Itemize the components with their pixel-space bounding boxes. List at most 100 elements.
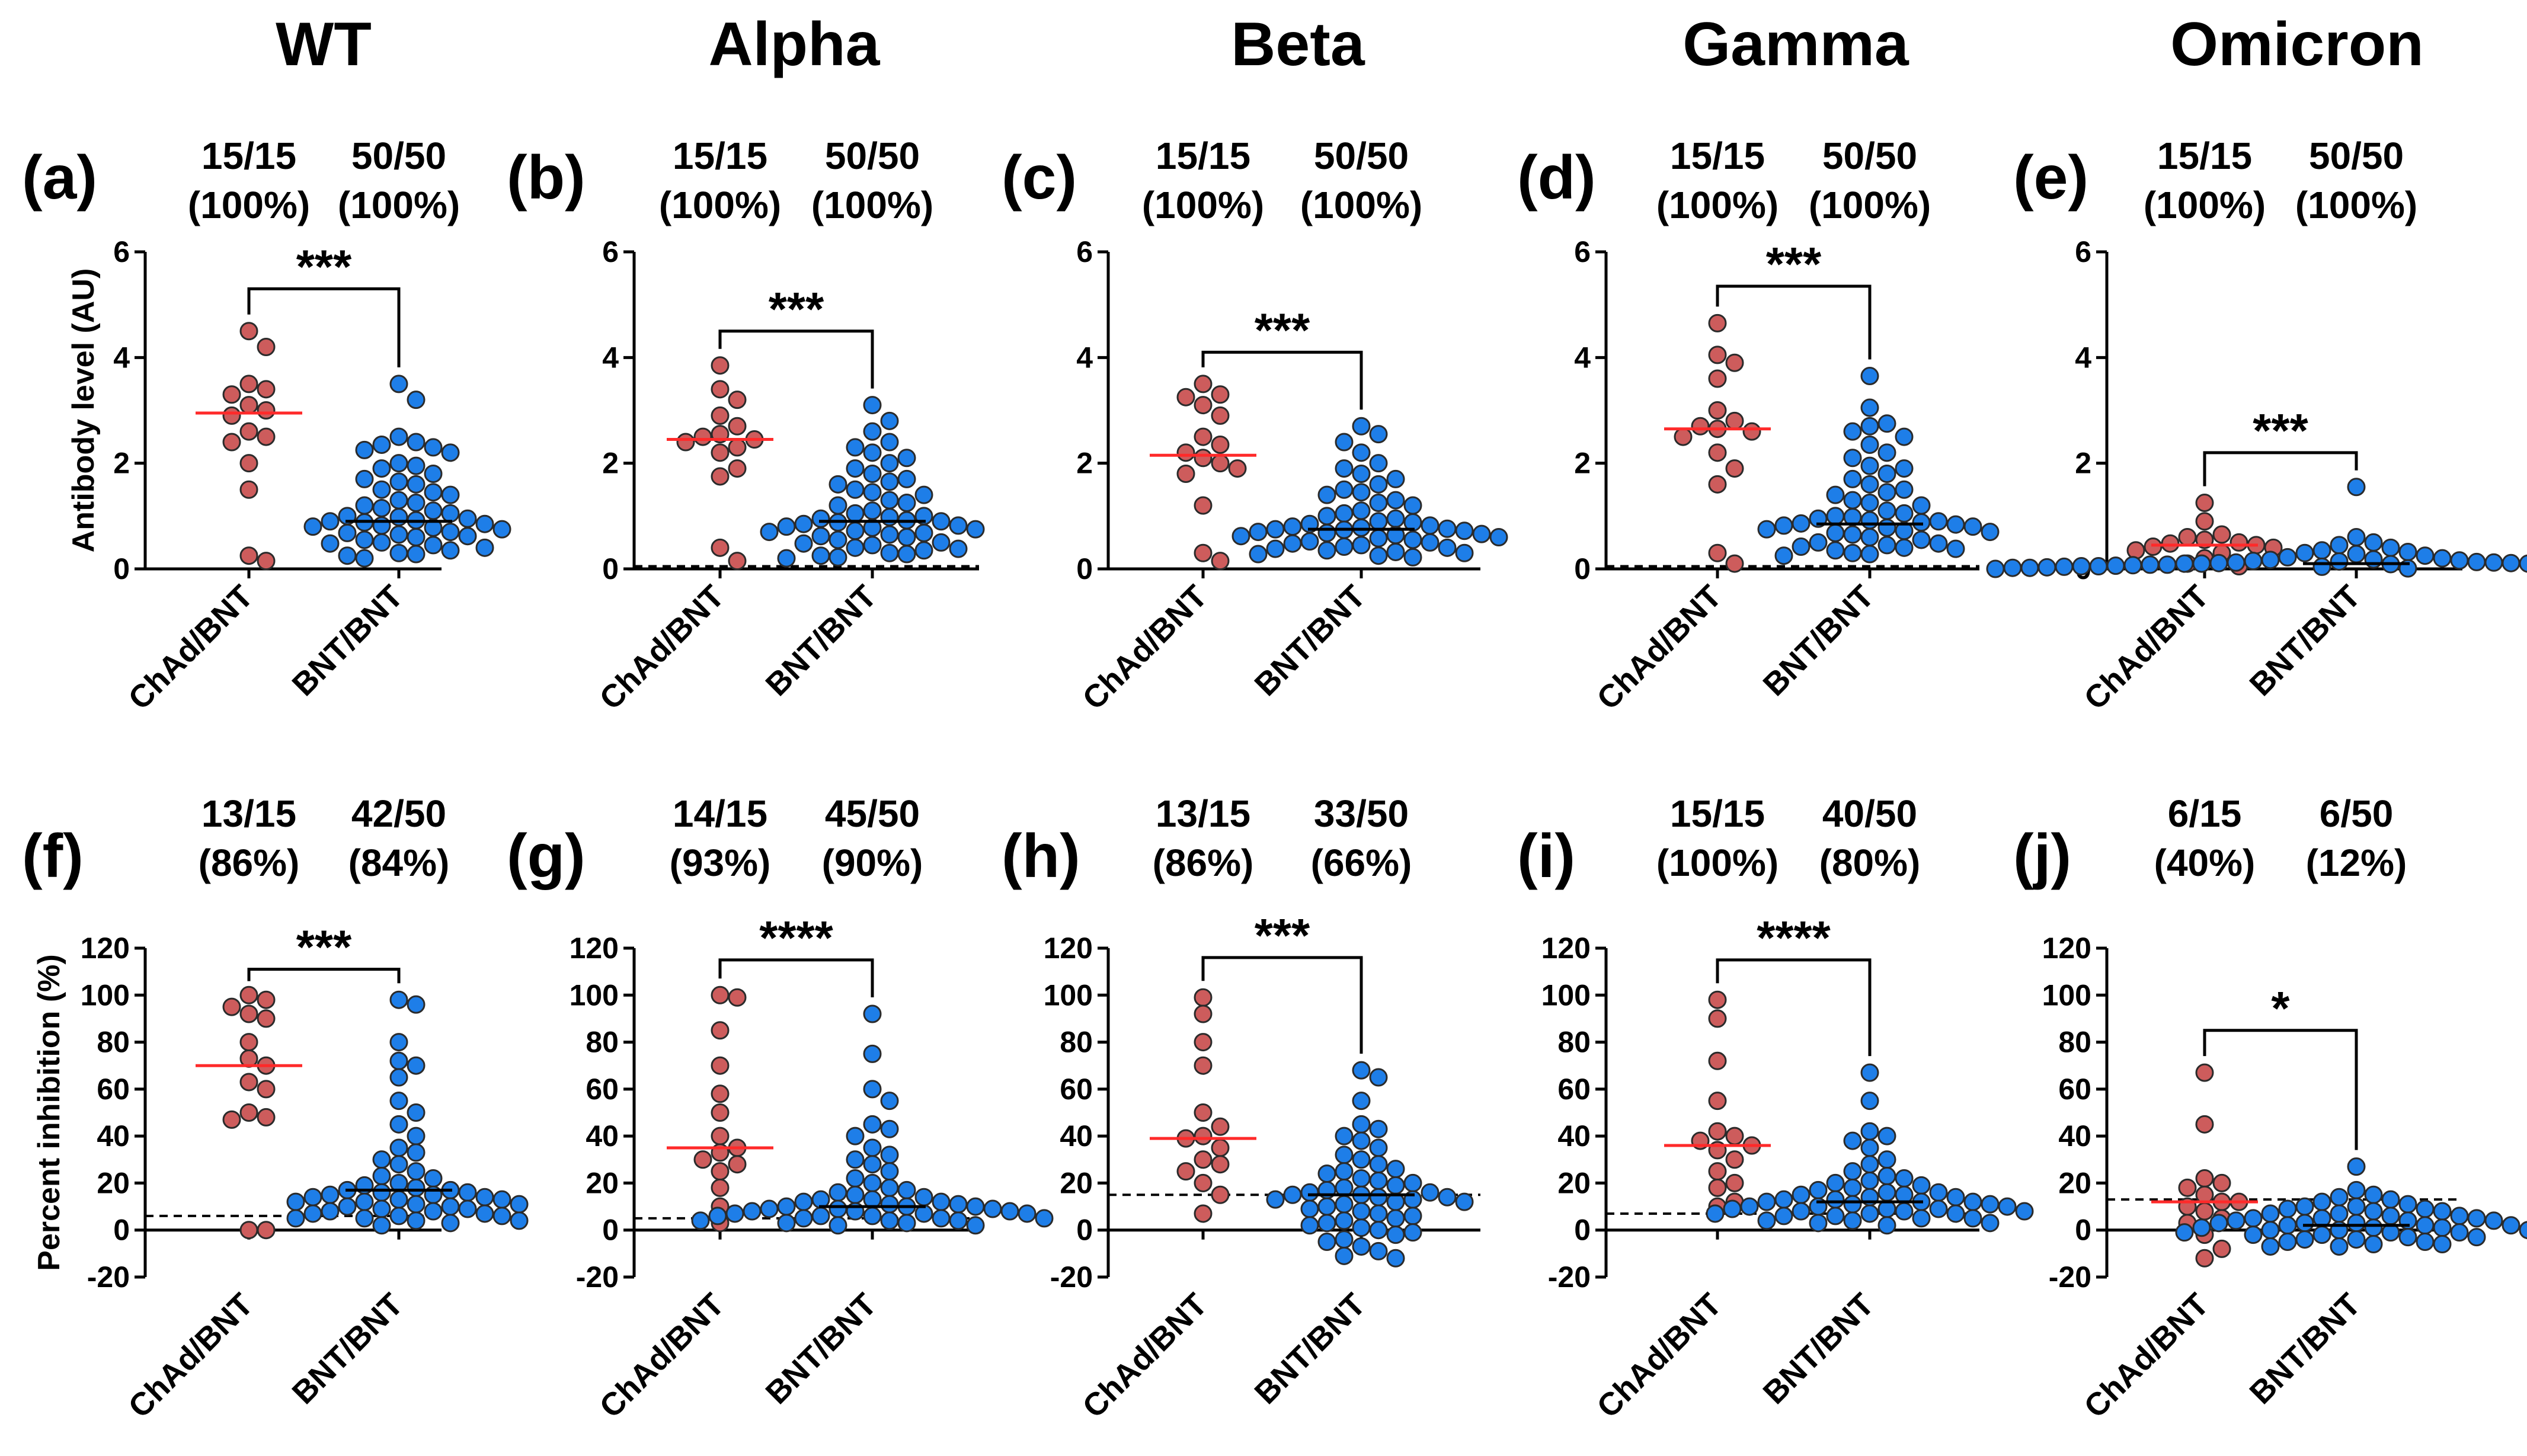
data-point <box>711 467 730 486</box>
data-point <box>2330 1237 2349 1256</box>
panel-e: (e)15/15(100%)50/50(100%)0246ChAd/BNTBNT… <box>1986 135 2527 716</box>
data-point <box>2519 1221 2527 1240</box>
panel-label: (f) <box>22 822 84 891</box>
data-point <box>1981 1195 2000 1214</box>
data-point <box>441 443 460 462</box>
data-point <box>510 1211 529 1230</box>
panel-label: (j) <box>2013 822 2071 891</box>
count-percent: (100%) <box>1656 841 1779 884</box>
data-point <box>1211 406 1230 425</box>
data-point <box>1266 1190 1285 1209</box>
panel-b: (b) 15/15 (100%) 50/50 (100%) 0 2 4 6 ChAd/BNT BNT… <box>507 135 985 716</box>
column-titles: WT Alpha Beta Gamma Omicron <box>276 10 2424 79</box>
count-percent: (100%) <box>659 184 781 226</box>
data-point <box>355 1192 374 1211</box>
data-point <box>239 375 258 393</box>
panel-a: (a) 15/15 (100%) 50/50 (100%) 0 2 4 6 Antibody le… <box>22 135 511 716</box>
data-point <box>2364 1218 2383 1237</box>
data-point <box>863 1044 882 1063</box>
data-point <box>863 396 882 415</box>
data-point <box>257 1221 276 1240</box>
data-point <box>829 1183 847 1202</box>
data-point <box>1352 1237 1371 1256</box>
data-point <box>966 1216 985 1235</box>
data-point <box>1018 1204 1037 1223</box>
y-tick-label: 120 <box>570 932 619 965</box>
y-tick-label: 6 <box>1076 235 1093 268</box>
data-point <box>794 514 813 533</box>
y-tick-label: 100 <box>81 978 130 1012</box>
y-tick-label: -20 <box>576 1260 619 1294</box>
column-title-alpha: Alpha <box>709 10 881 79</box>
data-point <box>2212 525 2231 544</box>
data-point <box>2347 1214 2366 1233</box>
panel-f: (f) 13/15 (86%) 42/50 (84%) -20 0 20 40 60 80 100 12… <box>22 792 529 1425</box>
data-point <box>1877 518 1896 537</box>
data-point <box>1211 1185 1230 1204</box>
significance-stars: **** <box>759 911 833 964</box>
count-percent: (100%) <box>188 184 310 226</box>
data-point <box>441 541 460 560</box>
significance-stars: * <box>2271 982 2290 1035</box>
data-point <box>1912 513 1931 532</box>
data-point <box>1843 491 1862 510</box>
data-point <box>1877 1216 1896 1235</box>
data-point <box>1877 536 1896 555</box>
count-percent: (66%) <box>1311 841 1412 884</box>
y-tick-label: 80 <box>97 1026 130 1059</box>
data-point <box>1708 1122 1727 1141</box>
series-bnt-bnt <box>1757 367 2000 565</box>
category-label: ChAd/BNT <box>1590 1287 1728 1425</box>
data-point <box>2398 1195 2417 1214</box>
data-point <box>303 1204 322 1223</box>
y-tick-label: 20 <box>1060 1166 1093 1199</box>
count-percent: (90%) <box>822 841 923 884</box>
data-point <box>355 496 374 515</box>
data-point <box>1335 459 1354 478</box>
data-point <box>1369 546 1388 565</box>
data-point <box>1843 1195 1862 1214</box>
series-chad-bnt <box>222 322 276 571</box>
data-point <box>693 1150 712 1169</box>
y-tick-label: 80 <box>1557 1026 1591 1059</box>
data-point <box>355 530 374 549</box>
count-fraction: 50/50 <box>351 135 446 177</box>
data-point <box>1489 528 1508 546</box>
category-label: ChAd/BNT <box>2077 1287 2215 1425</box>
data-point <box>475 1204 494 1223</box>
data-point <box>760 1199 779 1218</box>
data-point <box>2484 1211 2503 1230</box>
data-point <box>728 1155 747 1174</box>
data-point <box>863 1138 882 1157</box>
data-point <box>846 521 865 540</box>
y-tick-label: 6 <box>602 235 619 268</box>
data-point <box>1708 1092 1727 1111</box>
category-label: ChAd/BNT <box>1076 1287 1214 1425</box>
data-point <box>2178 1178 2197 1197</box>
panels: (a) 15/15 (100%) 50/50 (100%) 0 2 4 6 Antibody le… <box>22 135 2527 1425</box>
data-point <box>1352 417 1371 436</box>
y-tick-label: 60 <box>586 1073 619 1106</box>
data-point <box>2347 1180 2366 1199</box>
data-point <box>1895 538 1914 557</box>
data-point <box>1386 1225 1405 1244</box>
data-point <box>1895 459 1914 478</box>
y-tick-label: 20 <box>1557 1166 1591 1199</box>
data-point <box>222 406 241 425</box>
data-point <box>811 527 830 546</box>
data-point <box>1740 1197 1759 1216</box>
category-label: BNT/BNT <box>2243 1287 2367 1411</box>
data-point <box>728 459 747 478</box>
data-point <box>1194 1004 1213 1023</box>
data-point <box>2126 541 2145 560</box>
data-point <box>1194 375 1213 393</box>
data-point <box>1929 1183 1948 1202</box>
data-point <box>1843 469 1862 488</box>
data-point <box>2347 1157 2366 1176</box>
data-point <box>897 449 916 468</box>
y-tick-label: 4 <box>2075 341 2091 374</box>
data-point <box>676 433 695 452</box>
data-point <box>2347 1197 2366 1216</box>
data-point <box>372 498 391 517</box>
